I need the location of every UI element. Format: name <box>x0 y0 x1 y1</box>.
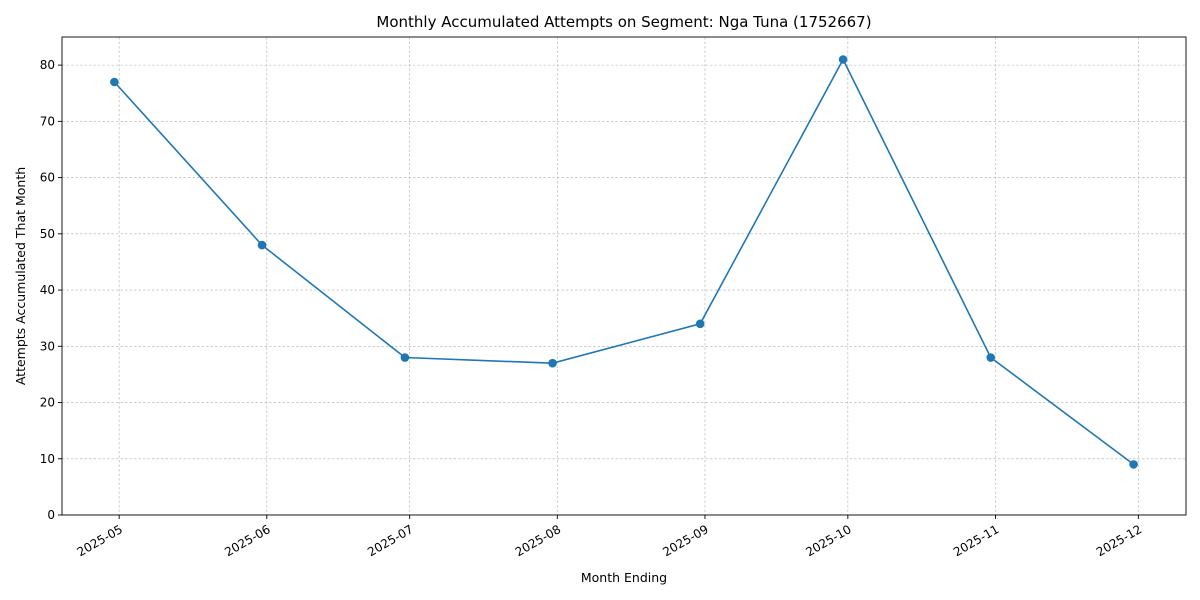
x-tick-label: 2025-06 <box>222 522 272 559</box>
y-tick-label: 80 <box>40 58 55 72</box>
data-point <box>986 353 996 362</box>
x-tick-label: 2025-11 <box>951 522 1001 559</box>
data-point <box>548 358 557 368</box>
x-tick-label: 2025-05 <box>75 522 125 559</box>
x-tick-label: 2025-10 <box>803 522 853 559</box>
data-point <box>110 77 119 87</box>
x-axis-ticks: 2025-05 2025-06 2025-07 2025-08 2025-09 2025-… <box>75 515 1144 559</box>
data-point <box>257 240 267 250</box>
data-point <box>838 55 848 64</box>
y-axis-ticks: 0 10 20 30 40 50 60 70 80 <box>40 58 62 522</box>
y-tick-label: 40 <box>40 283 55 297</box>
x-tick-label: 2025-09 <box>660 522 710 559</box>
x-tick-label: 2025-07 <box>365 522 415 559</box>
y-axis-label: Attempts Accumulated That Month <box>13 167 28 385</box>
y-tick-label: 60 <box>40 171 55 185</box>
y-tick-label: 50 <box>40 227 55 241</box>
series-line <box>113 57 1135 466</box>
x-tick-label: 2025-12 <box>1094 522 1144 559</box>
plot-frame <box>61 36 1187 516</box>
data-markers <box>110 55 1138 469</box>
grid-lines <box>62 37 1186 516</box>
x-tick-label: 2025-08 <box>513 522 563 559</box>
y-tick-label: 10 <box>40 452 55 466</box>
data-point <box>400 353 410 362</box>
series-line-layer <box>113 57 1135 466</box>
y-tick-label: 30 <box>40 339 55 353</box>
data-point <box>1129 460 1138 469</box>
y-tick-label: 0 <box>47 508 55 522</box>
chart-title: Monthly Accumulated Attempts on Segment:… <box>376 13 871 31</box>
data-point <box>695 319 705 329</box>
y-tick-label: 70 <box>40 114 55 128</box>
y-tick-label: 20 <box>40 396 55 410</box>
x-axis-label: Month Ending <box>581 570 667 585</box>
